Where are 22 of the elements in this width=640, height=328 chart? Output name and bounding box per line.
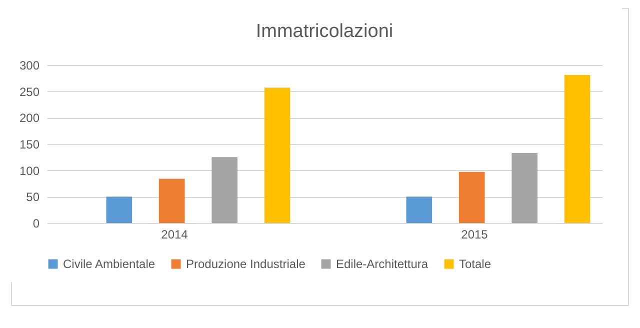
- y-tick-label: 0: [32, 216, 40, 230]
- y-tick-label: 300: [19, 58, 40, 72]
- y-tick-label: 150: [19, 138, 40, 152]
- x-tick-label: 2014: [161, 228, 188, 242]
- bar: [512, 152, 538, 223]
- bar: [158, 178, 185, 223]
- chart-title: Immatricolazioni: [256, 21, 394, 42]
- bar: [212, 157, 238, 223]
- bar: [406, 196, 432, 223]
- y-tick-label: 100: [19, 164, 40, 178]
- legend-label: Produzione Industriale: [186, 257, 306, 271]
- legend-label: Totale: [459, 257, 492, 271]
- bar: [264, 88, 290, 223]
- bar: [106, 196, 132, 223]
- bar: [564, 75, 590, 223]
- y-tick-label: 250: [19, 84, 40, 99]
- y-tick-label: 50: [26, 190, 40, 204]
- legend-label: Civile Ambientale: [63, 257, 156, 271]
- legend-label: Edile-Architettura: [336, 257, 428, 271]
- x-tick-label: 2015: [461, 228, 488, 242]
- y-tick-label: 200: [19, 111, 40, 126]
- bar: [458, 172, 485, 223]
